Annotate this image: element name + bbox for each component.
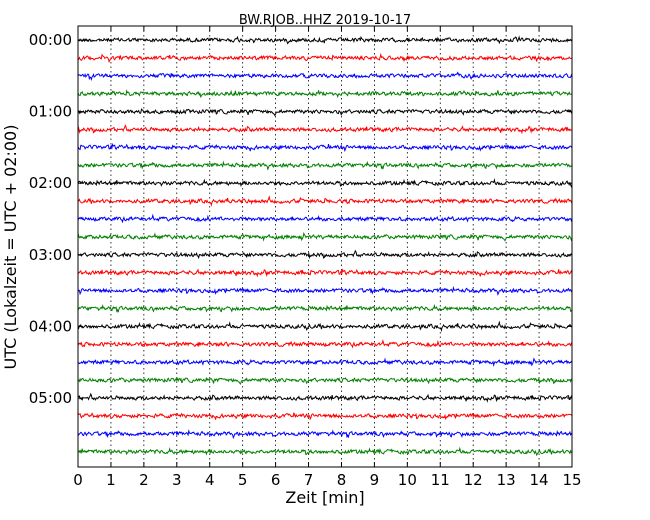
x-tick-label: 13: [497, 471, 516, 489]
grid-layer: [110, 26, 540, 467]
trace-0215: [77, 195, 573, 207]
x-tick-label: 5: [238, 471, 248, 489]
y-tick-label: 01:00: [29, 103, 72, 121]
chart-title: BW.RJOB..HHZ 2019-10-17: [239, 13, 411, 28]
x-tick-label: 4: [205, 471, 215, 489]
x-tick-label: 7: [304, 471, 314, 489]
y-axis-label: UTC (Lokalzeit = UTC + 02:00): [1, 125, 20, 370]
trace-0000: [77, 35, 573, 45]
trace-0200: [77, 177, 573, 188]
trace-0415: [77, 338, 573, 349]
trace-0330: [77, 285, 573, 296]
x-tick-label: 2: [139, 471, 149, 489]
trace-0445: [77, 377, 573, 385]
x-tick-label: 3: [172, 471, 182, 489]
x-tick-label: 12: [464, 471, 483, 489]
trace-0030: [77, 71, 573, 82]
y-tick-label: 05:00: [29, 389, 72, 407]
x-tick-label: 8: [337, 471, 347, 489]
trace-0045: [77, 89, 573, 99]
trace-0530: [77, 429, 573, 440]
y-tick-label: 02:00: [29, 174, 72, 192]
trace-0515: [77, 412, 573, 421]
trace-0115: [77, 124, 573, 135]
trace-0245: [77, 232, 573, 242]
trace-0430: [77, 357, 573, 367]
trace-0230: [77, 213, 573, 224]
y-tick-label: 03:00: [29, 246, 72, 264]
tick-layer: 0 1 2 3 4 5 6 7 8 9 10 11 12 13 14 1500:0001:0002:0003:…: [29, 26, 582, 489]
trace-0545: [77, 446, 573, 457]
trace-0100: [77, 108, 573, 117]
y-tick-label: 00:00: [29, 31, 72, 49]
y-tick-label: 04:00: [29, 317, 72, 335]
trace-0315: [77, 268, 573, 278]
trace-layer: [77, 35, 573, 457]
trace-0145: [77, 160, 573, 171]
x-tick-label: 10: [398, 471, 417, 489]
trace-0130: [77, 142, 573, 152]
x-axis-label: Zeit [min]: [285, 488, 364, 507]
x-tick-label: 1: [106, 471, 116, 489]
x-tick-label: 0: [73, 471, 83, 489]
x-tick-label: 14: [530, 471, 549, 489]
trace-0015: [77, 52, 573, 64]
trace-0345: [77, 303, 573, 313]
plot-frame: [77, 25, 573, 468]
trace-0500: [77, 392, 573, 403]
trace-0300: [77, 249, 573, 260]
x-tick-label: 9: [370, 471, 380, 489]
trace-0400: [77, 320, 573, 333]
x-tick-label: 15: [562, 471, 581, 489]
x-tick-label: 11: [431, 471, 450, 489]
x-tick-label: 6: [271, 471, 281, 489]
